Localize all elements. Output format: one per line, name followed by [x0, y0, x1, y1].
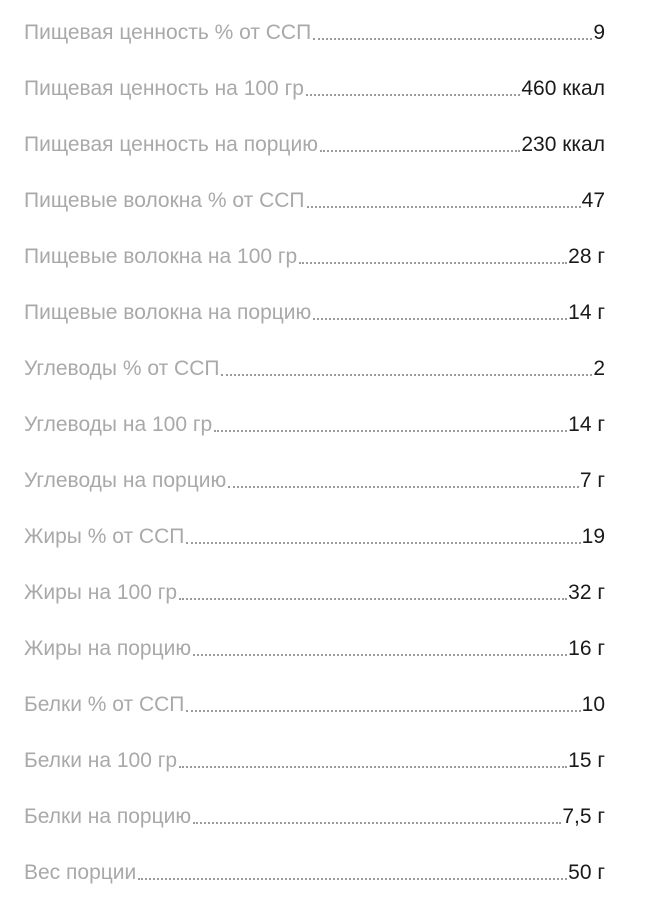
nutrition-value: 32 г [568, 581, 605, 604]
nutrition-value: 7 г [579, 469, 605, 492]
nutrition-value: 9 [593, 21, 605, 44]
nutrition-row: Белки на порцию 7,5 г [24, 788, 605, 844]
dotted-leader [193, 654, 568, 656]
nutrition-row: Жиры на 100 гр 32 г [24, 564, 605, 620]
dotted-leader [305, 94, 521, 96]
nutrition-row: Пищевая ценность на 100 гр 460 ккал [24, 60, 605, 116]
nutrition-label: Жиры % от ССП [24, 525, 185, 548]
nutrition-label: Углеводы на порцию [24, 469, 227, 492]
dotted-leader [221, 374, 593, 376]
dotted-leader [186, 542, 581, 544]
nutrition-label: Белки на порцию [24, 805, 192, 828]
nutrition-value: 460 ккал [521, 77, 605, 100]
nutrition-row: Жиры % от ССП 19 [24, 508, 605, 564]
nutrition-label: Жиры на 100 гр [24, 581, 178, 604]
dotted-leader [138, 878, 568, 880]
nutrition-label: Углеводы на 100 гр [24, 413, 213, 436]
nutrition-label: Пищевая ценность % от ССП [24, 21, 312, 44]
nutrition-row: Пищевые волокна % от ССП 47 [24, 172, 605, 228]
dotted-leader [186, 710, 581, 712]
nutrition-value: 14 г [568, 301, 605, 324]
dotted-leader [228, 486, 579, 488]
nutrition-value: 10 [581, 693, 605, 716]
nutrition-label: Жиры на порцию [24, 637, 192, 660]
dotted-leader [319, 150, 521, 152]
nutrition-row: Белки на 100 гр 15 г [24, 732, 605, 788]
nutrition-value: 28 г [568, 245, 605, 268]
nutrition-facts-list: Пищевая ценность % от ССП 9 Пищевая ценн… [24, 4, 605, 900]
nutrition-label: Пищевые волокна на порцию [24, 301, 312, 324]
nutrition-row: Белки % от ССП 10 [24, 676, 605, 732]
nutrition-row: Углеводы % от ССП 2 [24, 340, 605, 396]
nutrition-row: Вес порции 50 г [24, 844, 605, 900]
nutrition-row: Пищевая ценность % от ССП 9 [24, 4, 605, 60]
dotted-leader [193, 822, 562, 824]
nutrition-label: Вес порции [24, 861, 137, 884]
nutrition-value: 15 г [568, 749, 605, 772]
dotted-leader [179, 766, 568, 768]
nutrition-value: 16 г [568, 637, 605, 660]
dotted-leader [299, 262, 568, 264]
nutrition-row: Углеводы на порцию 7 г [24, 452, 605, 508]
nutrition-value: 230 ккал [521, 133, 605, 156]
nutrition-value: 7,5 г [562, 805, 605, 828]
nutrition-row: Жиры на порцию 16 г [24, 620, 605, 676]
nutrition-value: 19 [581, 525, 605, 548]
nutrition-label: Белки на 100 гр [24, 749, 178, 772]
nutrition-value: 2 [593, 357, 605, 380]
nutrition-row: Углеводы на 100 гр 14 г [24, 396, 605, 452]
nutrition-value: 50 г [568, 861, 605, 884]
nutrition-label: Пищевые волокна % от ССП [24, 189, 305, 212]
nutrition-label: Пищевая ценность на 100 гр [24, 77, 304, 100]
nutrition-row: Пищевые волокна на 100 гр 28 г [24, 228, 605, 284]
nutrition-label: Белки % от ССП [24, 693, 185, 716]
nutrition-value: 14 г [568, 413, 605, 436]
dotted-leader [214, 430, 568, 432]
dotted-leader [313, 38, 593, 40]
nutrition-row: Пищевая ценность на порцию 230 ккал [24, 116, 605, 172]
nutrition-label: Углеводы % от ССП [24, 357, 220, 380]
nutrition-label: Пищевая ценность на порцию [24, 133, 318, 156]
nutrition-row: Пищевые волокна на порцию 14 г [24, 284, 605, 340]
dotted-leader [313, 318, 568, 320]
dotted-leader [179, 598, 568, 600]
nutrition-label: Пищевые волокна на 100 гр [24, 245, 298, 268]
dotted-leader [306, 206, 581, 208]
nutrition-value: 47 [581, 189, 605, 212]
